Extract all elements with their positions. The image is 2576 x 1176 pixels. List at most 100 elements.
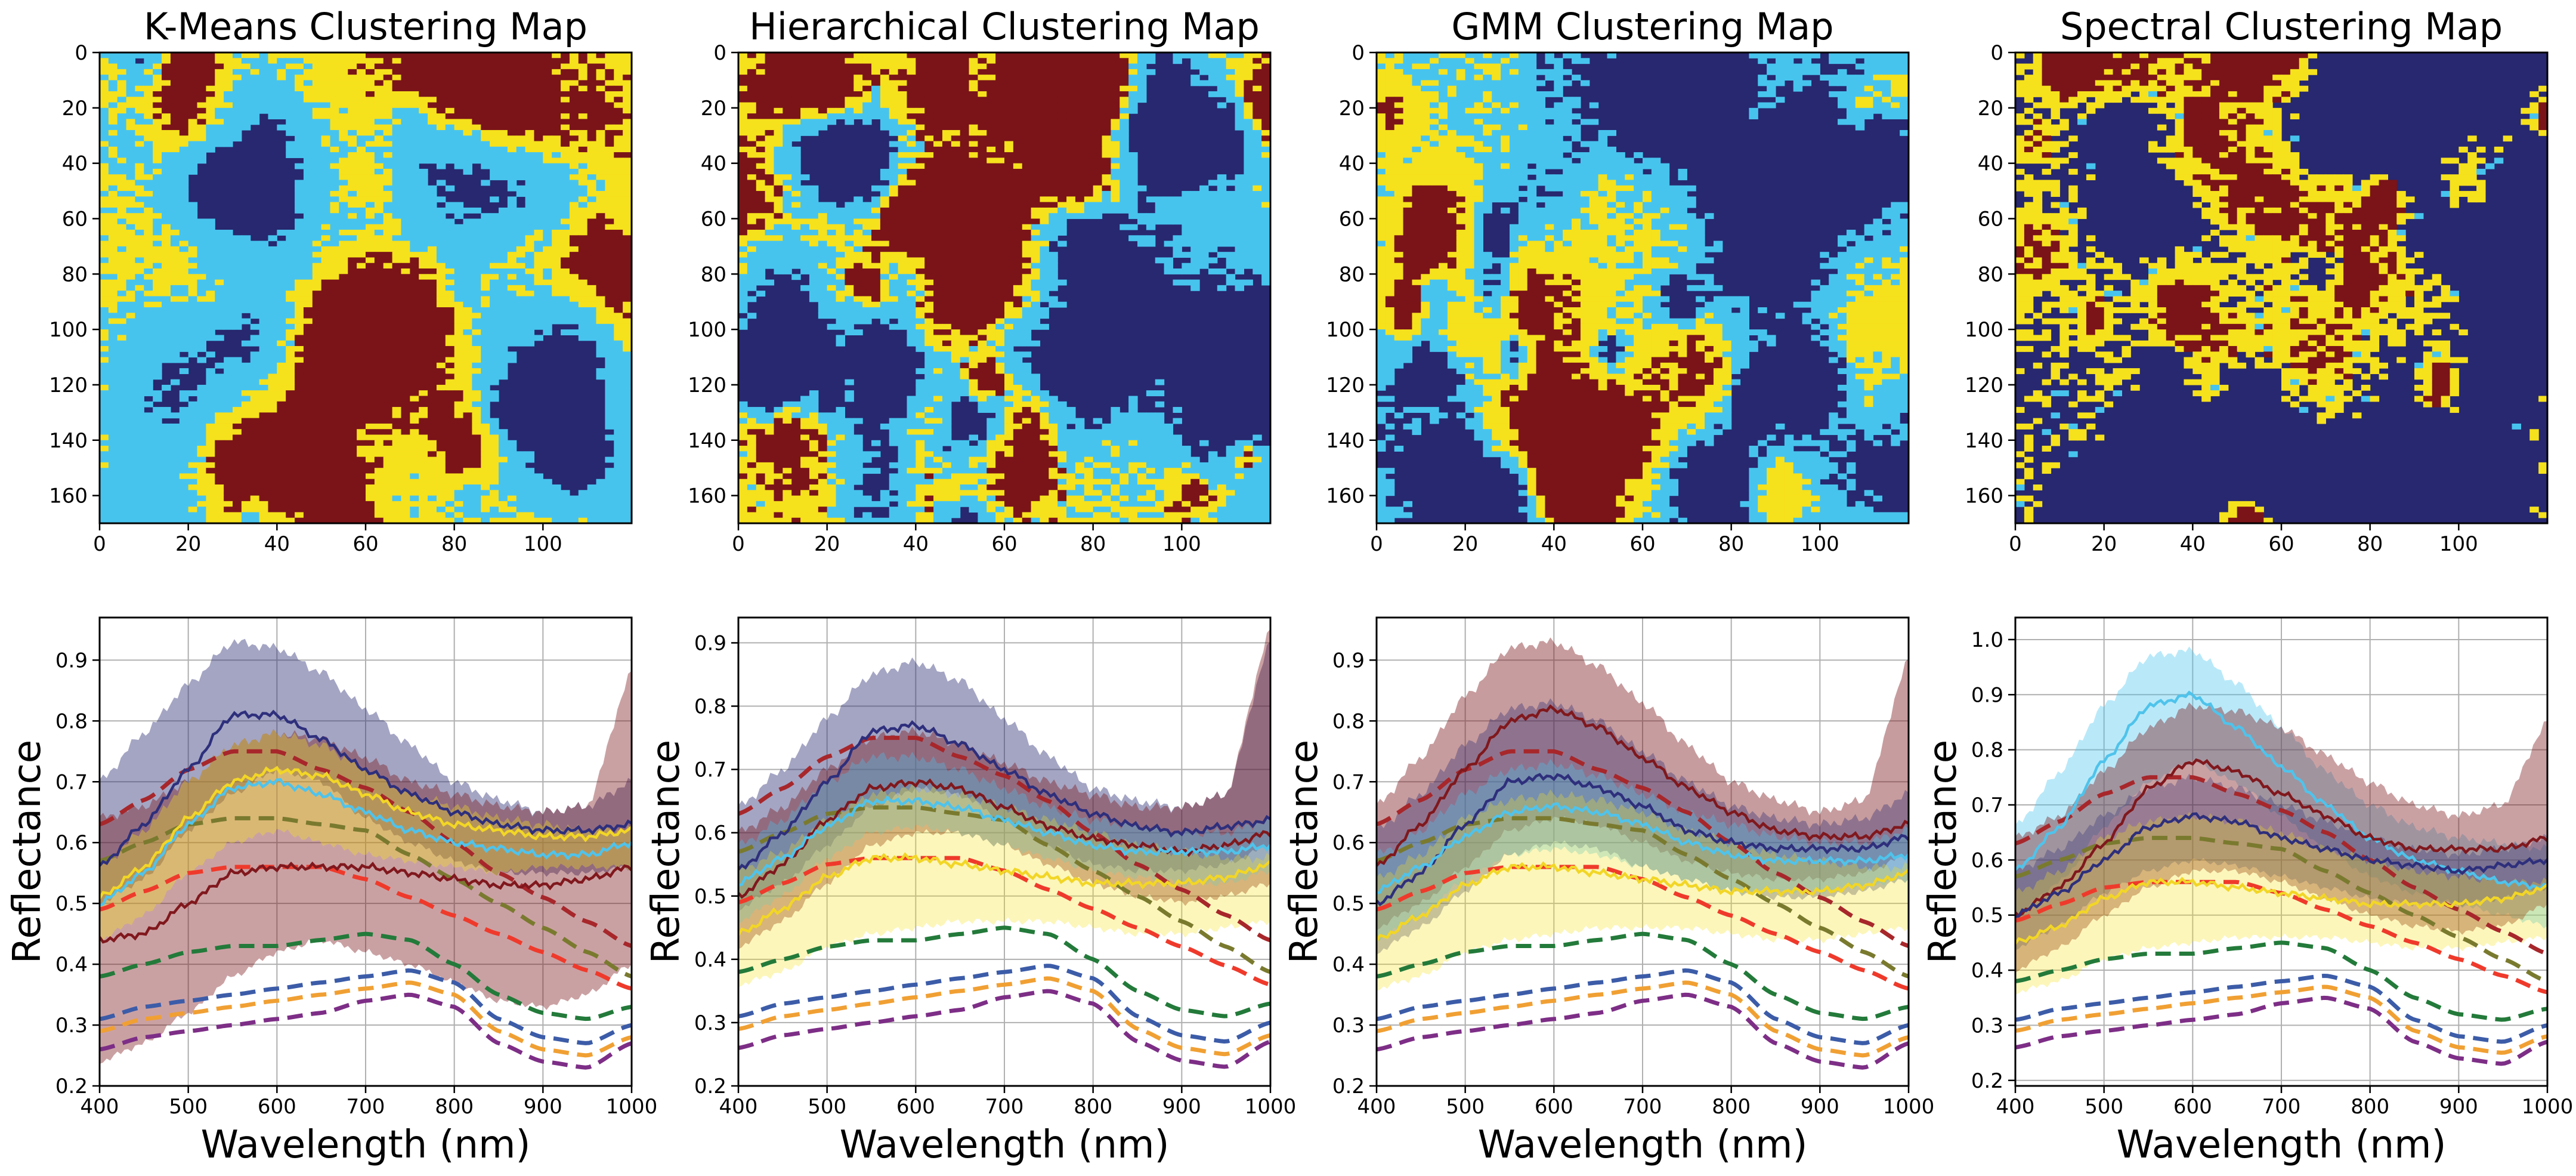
map-cell [534,69,543,75]
map-cell [454,158,464,164]
map-cell [117,180,127,186]
map-cell [587,501,597,507]
map-cell [295,440,304,446]
map-cell [135,329,144,335]
map-cell [596,318,605,325]
map-cell [401,313,410,319]
map-cell [259,246,269,252]
map-cell [525,80,535,87]
map-cell [117,335,127,341]
map-cell [436,213,446,220]
map-cell [179,329,189,335]
map-cell [100,291,109,297]
map-cell [153,135,162,142]
map-cell [108,174,118,181]
map-cell [419,390,428,397]
map-cell [543,63,552,70]
map-cell [853,75,863,81]
map-cell [428,384,437,391]
map-cell [383,97,393,103]
map-cell [507,335,517,341]
map-cell [587,285,597,291]
map-cell [516,146,526,153]
map-cell [348,207,357,214]
map-cell [552,69,561,75]
map-cell [410,446,419,452]
map-cell [357,440,366,446]
map-cell [587,296,597,303]
map-cell [490,158,499,164]
map-cell [454,58,464,64]
map-cell [1235,58,1244,64]
map-cell [286,512,295,518]
map-cell [543,124,552,131]
map-cell [108,517,118,524]
map-cell [188,418,198,424]
map-cell [366,53,375,58]
map-cell [348,423,357,430]
map-cell [153,495,162,502]
map-cell [419,412,428,419]
map-cell [561,91,570,97]
map-cell [330,384,339,391]
map-cell [259,329,269,335]
map-cell [481,163,490,169]
map-cell [1120,85,1129,92]
map-cell [596,80,605,87]
map-cell [587,102,597,109]
map-cell [534,63,543,70]
map-cell [357,202,366,208]
map-cell [312,517,322,524]
map-cell [534,230,543,236]
map-cell [401,362,410,369]
map-cell [295,180,304,186]
map-cell [339,53,348,58]
map-cell [507,218,517,225]
map-cell [224,301,233,308]
map-cell [108,91,118,97]
map-cell [436,102,446,109]
map-cell [472,345,481,352]
map-cell [507,174,517,181]
map-cell [126,517,136,524]
map-cell [366,285,375,291]
map-cell [366,401,375,408]
map-cell [516,246,526,252]
map-cell [472,97,481,103]
map-cell [463,301,472,308]
map-cell [516,85,526,92]
map-cell [419,85,428,92]
map-cell [321,240,331,247]
map-cell [348,296,357,303]
map-cell [153,296,162,303]
map-cell [960,97,970,103]
map-cell [942,58,952,64]
map-cell [357,191,366,197]
map-cell [543,174,552,181]
map-cell [436,180,446,186]
map-cell [561,279,570,286]
map-cell [543,213,552,220]
map-cell [135,345,144,352]
map-cell [552,301,561,308]
map-cell [117,362,127,369]
map-cell [738,75,748,81]
map-cell [481,501,490,507]
map-cell [543,80,552,87]
map-cell [419,53,428,58]
map-cell [1066,63,1076,70]
map-cell [162,163,171,169]
map-cell [419,473,428,480]
map-cell [312,301,322,308]
map-cell [401,318,410,325]
map-cell [472,301,481,308]
map-cell [596,113,605,119]
map-cell [383,335,393,341]
map-cell [339,75,348,81]
map-cell [100,129,109,136]
map-cell [348,75,357,81]
map-cell [277,484,286,490]
map-cell [357,119,366,125]
map-cell [490,446,499,452]
map-cell [472,158,481,164]
